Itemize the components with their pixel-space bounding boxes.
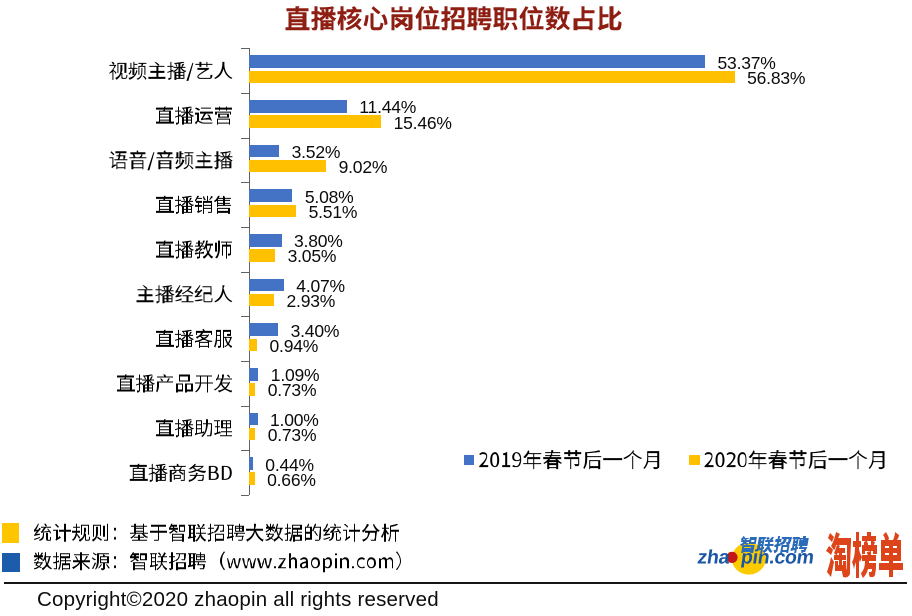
svg-text:zha: zha bbox=[696, 547, 732, 569]
svg-text:pin.com: pin.com bbox=[740, 547, 816, 569]
